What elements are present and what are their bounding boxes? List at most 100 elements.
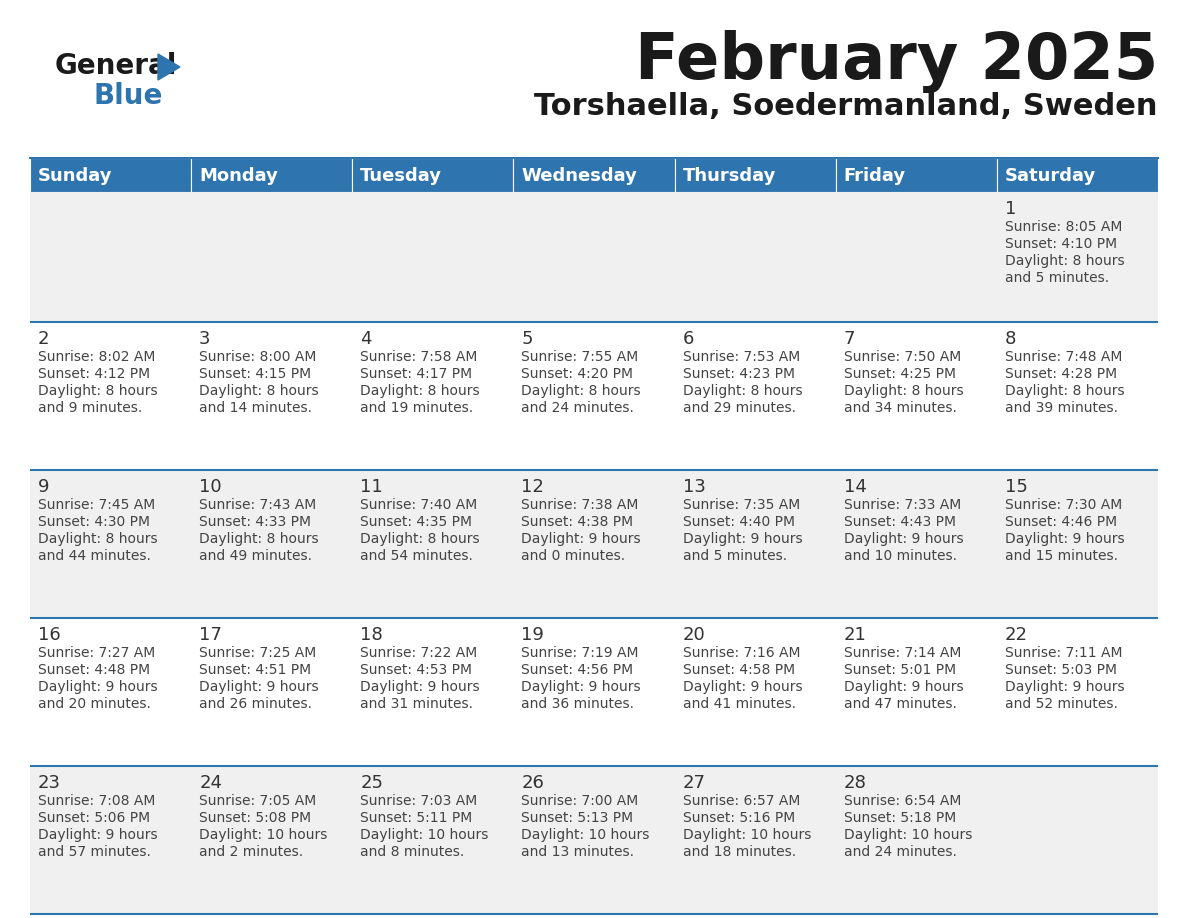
Text: Sunset: 5:18 PM: Sunset: 5:18 PM bbox=[843, 811, 956, 825]
Text: Torshaella, Soedermanland, Sweden: Torshaella, Soedermanland, Sweden bbox=[535, 92, 1158, 121]
Text: and 44 minutes.: and 44 minutes. bbox=[38, 549, 151, 563]
Text: and 34 minutes.: and 34 minutes. bbox=[843, 401, 956, 415]
Text: Sunrise: 6:54 AM: Sunrise: 6:54 AM bbox=[843, 794, 961, 808]
Text: Sunset: 4:15 PM: Sunset: 4:15 PM bbox=[200, 367, 311, 381]
Text: 18: 18 bbox=[360, 626, 383, 644]
Text: Sunset: 4:46 PM: Sunset: 4:46 PM bbox=[1005, 515, 1117, 529]
Text: Sunset: 4:12 PM: Sunset: 4:12 PM bbox=[38, 367, 150, 381]
Text: 20: 20 bbox=[683, 626, 706, 644]
Text: Sunrise: 8:02 AM: Sunrise: 8:02 AM bbox=[38, 350, 156, 364]
Text: Sunrise: 8:00 AM: Sunrise: 8:00 AM bbox=[200, 350, 316, 364]
Text: Sunrise: 7:40 AM: Sunrise: 7:40 AM bbox=[360, 498, 478, 512]
Text: 1: 1 bbox=[1005, 200, 1016, 218]
Bar bbox=[30, 618, 1158, 766]
Text: and 0 minutes.: and 0 minutes. bbox=[522, 549, 626, 563]
Text: Sunrise: 8:05 AM: Sunrise: 8:05 AM bbox=[1005, 220, 1123, 234]
Text: Sunset: 4:30 PM: Sunset: 4:30 PM bbox=[38, 515, 150, 529]
Text: Daylight: 10 hours: Daylight: 10 hours bbox=[200, 828, 328, 842]
Text: Daylight: 10 hours: Daylight: 10 hours bbox=[843, 828, 972, 842]
Text: Sunset: 4:10 PM: Sunset: 4:10 PM bbox=[1005, 237, 1117, 251]
Text: Sunrise: 7:25 AM: Sunrise: 7:25 AM bbox=[200, 646, 316, 660]
Text: and 10 minutes.: and 10 minutes. bbox=[843, 549, 956, 563]
Text: Sunset: 5:03 PM: Sunset: 5:03 PM bbox=[1005, 663, 1117, 677]
Text: Sunrise: 7:58 AM: Sunrise: 7:58 AM bbox=[360, 350, 478, 364]
Text: Daylight: 9 hours: Daylight: 9 hours bbox=[38, 828, 158, 842]
Text: 21: 21 bbox=[843, 626, 866, 644]
Text: Daylight: 9 hours: Daylight: 9 hours bbox=[683, 680, 802, 694]
Text: 4: 4 bbox=[360, 330, 372, 348]
Text: Sunrise: 7:30 AM: Sunrise: 7:30 AM bbox=[1005, 498, 1123, 512]
Text: Daylight: 9 hours: Daylight: 9 hours bbox=[360, 680, 480, 694]
Text: Sunrise: 7:50 AM: Sunrise: 7:50 AM bbox=[843, 350, 961, 364]
Text: Daylight: 8 hours: Daylight: 8 hours bbox=[200, 384, 318, 398]
Bar bbox=[513, 158, 675, 192]
Text: and 26 minutes.: and 26 minutes. bbox=[200, 697, 312, 711]
Text: Wednesday: Wednesday bbox=[522, 167, 637, 185]
Text: General: General bbox=[55, 52, 177, 80]
Text: and 54 minutes.: and 54 minutes. bbox=[360, 549, 473, 563]
Text: Sunset: 5:13 PM: Sunset: 5:13 PM bbox=[522, 811, 633, 825]
Text: and 31 minutes.: and 31 minutes. bbox=[360, 697, 473, 711]
Text: 12: 12 bbox=[522, 478, 544, 496]
Text: Daylight: 9 hours: Daylight: 9 hours bbox=[1005, 680, 1125, 694]
Text: Sunset: 4:25 PM: Sunset: 4:25 PM bbox=[843, 367, 955, 381]
Text: Daylight: 9 hours: Daylight: 9 hours bbox=[38, 680, 158, 694]
Bar bbox=[997, 158, 1158, 192]
Text: and 39 minutes.: and 39 minutes. bbox=[1005, 401, 1118, 415]
Text: Sunrise: 7:19 AM: Sunrise: 7:19 AM bbox=[522, 646, 639, 660]
Text: 16: 16 bbox=[38, 626, 61, 644]
Text: 10: 10 bbox=[200, 478, 222, 496]
Text: and 57 minutes.: and 57 minutes. bbox=[38, 845, 151, 859]
Text: Sunrise: 7:00 AM: Sunrise: 7:00 AM bbox=[522, 794, 639, 808]
Text: 6: 6 bbox=[683, 330, 694, 348]
Text: Sunrise: 7:08 AM: Sunrise: 7:08 AM bbox=[38, 794, 156, 808]
Text: Sunset: 4:58 PM: Sunset: 4:58 PM bbox=[683, 663, 795, 677]
Text: Sunset: 4:17 PM: Sunset: 4:17 PM bbox=[360, 367, 473, 381]
Text: Sunrise: 6:57 AM: Sunrise: 6:57 AM bbox=[683, 794, 800, 808]
Text: and 36 minutes.: and 36 minutes. bbox=[522, 697, 634, 711]
Text: Sunset: 4:56 PM: Sunset: 4:56 PM bbox=[522, 663, 633, 677]
Text: Sunset: 5:01 PM: Sunset: 5:01 PM bbox=[843, 663, 956, 677]
Text: 19: 19 bbox=[522, 626, 544, 644]
Text: Sunday: Sunday bbox=[38, 167, 113, 185]
Text: Sunrise: 7:48 AM: Sunrise: 7:48 AM bbox=[1005, 350, 1123, 364]
Text: Sunset: 5:06 PM: Sunset: 5:06 PM bbox=[38, 811, 150, 825]
Text: Sunset: 4:20 PM: Sunset: 4:20 PM bbox=[522, 367, 633, 381]
Text: Daylight: 10 hours: Daylight: 10 hours bbox=[360, 828, 488, 842]
Text: and 24 minutes.: and 24 minutes. bbox=[522, 401, 634, 415]
Text: 25: 25 bbox=[360, 774, 384, 792]
Text: Sunrise: 7:22 AM: Sunrise: 7:22 AM bbox=[360, 646, 478, 660]
Text: Daylight: 9 hours: Daylight: 9 hours bbox=[843, 680, 963, 694]
Text: Daylight: 8 hours: Daylight: 8 hours bbox=[360, 532, 480, 546]
Text: Sunrise: 7:45 AM: Sunrise: 7:45 AM bbox=[38, 498, 156, 512]
Bar bbox=[191, 158, 353, 192]
Text: Daylight: 9 hours: Daylight: 9 hours bbox=[522, 680, 642, 694]
Bar bbox=[353, 158, 513, 192]
Text: 15: 15 bbox=[1005, 478, 1028, 496]
Text: Sunset: 5:11 PM: Sunset: 5:11 PM bbox=[360, 811, 473, 825]
Text: Sunset: 5:16 PM: Sunset: 5:16 PM bbox=[683, 811, 795, 825]
Text: 14: 14 bbox=[843, 478, 866, 496]
Text: Blue: Blue bbox=[93, 82, 163, 110]
Text: Daylight: 9 hours: Daylight: 9 hours bbox=[522, 532, 642, 546]
Text: Sunrise: 7:11 AM: Sunrise: 7:11 AM bbox=[1005, 646, 1123, 660]
Text: Daylight: 8 hours: Daylight: 8 hours bbox=[360, 384, 480, 398]
Text: Daylight: 8 hours: Daylight: 8 hours bbox=[1005, 384, 1125, 398]
Text: 11: 11 bbox=[360, 478, 383, 496]
Bar bbox=[675, 158, 835, 192]
Text: and 49 minutes.: and 49 minutes. bbox=[200, 549, 312, 563]
Text: and 5 minutes.: and 5 minutes. bbox=[683, 549, 786, 563]
Text: 22: 22 bbox=[1005, 626, 1028, 644]
Text: Sunrise: 7:27 AM: Sunrise: 7:27 AM bbox=[38, 646, 156, 660]
Text: and 2 minutes.: and 2 minutes. bbox=[200, 845, 303, 859]
Text: 3: 3 bbox=[200, 330, 210, 348]
Polygon shape bbox=[158, 54, 181, 80]
Text: Sunrise: 7:05 AM: Sunrise: 7:05 AM bbox=[200, 794, 316, 808]
Text: Daylight: 9 hours: Daylight: 9 hours bbox=[843, 532, 963, 546]
Text: and 29 minutes.: and 29 minutes. bbox=[683, 401, 796, 415]
Text: Thursday: Thursday bbox=[683, 167, 776, 185]
Text: and 52 minutes.: and 52 minutes. bbox=[1005, 697, 1118, 711]
Text: Sunset: 5:08 PM: Sunset: 5:08 PM bbox=[200, 811, 311, 825]
Text: Sunset: 4:38 PM: Sunset: 4:38 PM bbox=[522, 515, 633, 529]
Text: and 13 minutes.: and 13 minutes. bbox=[522, 845, 634, 859]
